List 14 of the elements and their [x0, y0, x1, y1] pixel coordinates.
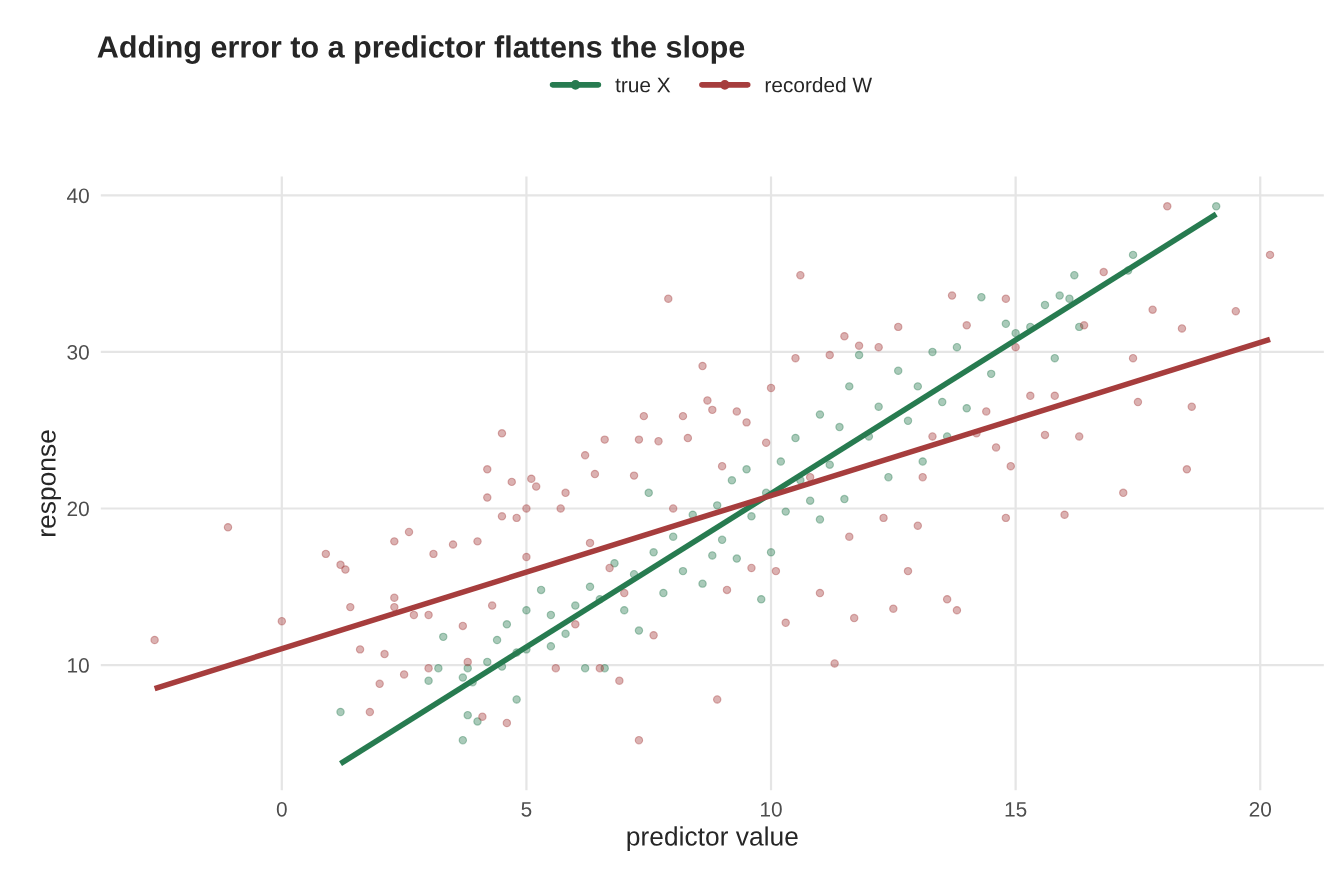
x-tick-label: 15: [1005, 802, 1027, 817]
y-tick-label: 20: [67, 501, 89, 517]
legend-label: true X: [615, 77, 671, 93]
chart-title: Adding error to a predictor flattens the slope: [97, 35, 745, 64]
y-tick-label: 30: [67, 344, 89, 360]
y-tick-label: 10: [68, 658, 89, 673]
x-tick-label: 20: [1249, 801, 1272, 817]
x-tick-label: 0: [276, 801, 287, 817]
x-tick-label: 10: [761, 801, 782, 817]
legend-label: recorded W: [765, 77, 873, 93]
y-tick-label: 40: [67, 188, 89, 204]
x-axis-title: predictor value: [627, 826, 798, 851]
x-tick-label: 5: [521, 802, 532, 817]
y-axis-title: response: [41, 430, 61, 536]
